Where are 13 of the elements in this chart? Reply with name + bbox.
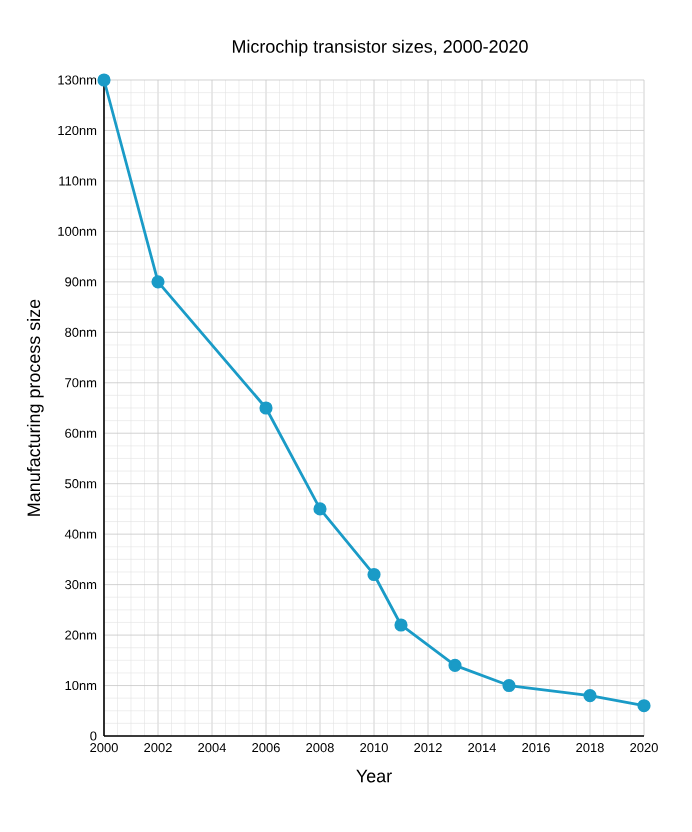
point (151, 275, 165, 289)
point (97, 73, 111, 87)
point (502, 678, 516, 693)
point (448, 658, 462, 672)
point (394, 618, 408, 632)
point (367, 567, 381, 582)
y-axis-title: Manufacturing process size (26, 299, 44, 516)
chart-title: Microchip transistor sizes, 2000-2020 (232, 39, 528, 57)
point (637, 699, 651, 713)
point (259, 401, 273, 415)
point (583, 689, 597, 703)
x-axis-title: Year (356, 769, 392, 783)
point (313, 502, 327, 516)
